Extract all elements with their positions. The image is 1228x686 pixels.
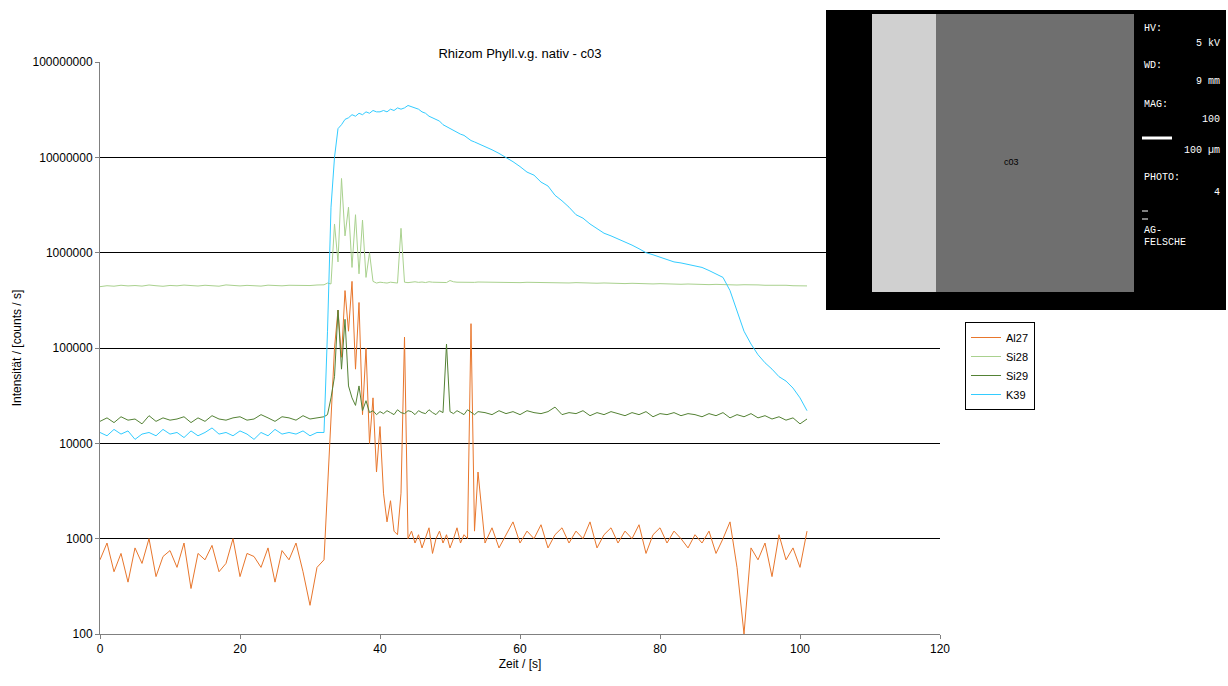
svg-text:WD:: WD: (1144, 60, 1162, 71)
svg-text:Zeit / [s]: Zeit / [s] (499, 657, 542, 671)
svg-text:1000: 1000 (66, 532, 93, 546)
svg-text:0: 0 (97, 642, 104, 656)
svg-text:40: 40 (373, 642, 387, 656)
svg-text:80: 80 (653, 642, 667, 656)
svg-text:60: 60 (513, 642, 527, 656)
svg-text:PHOTO:: PHOTO: (1144, 172, 1180, 183)
svg-text:9 mm: 9 mm (1196, 76, 1220, 87)
svg-text:10000: 10000 (59, 437, 93, 451)
svg-text:Al27: Al27 (1006, 332, 1028, 344)
svg-text:120: 120 (930, 642, 950, 656)
svg-text:100000000: 100000000 (33, 55, 93, 69)
svg-text:100: 100 (1202, 114, 1220, 125)
svg-text:HV:: HV: (1144, 23, 1162, 34)
svg-text:c03: c03 (1004, 157, 1019, 167)
svg-text:4: 4 (1214, 187, 1220, 198)
svg-text:100000: 100000 (53, 341, 93, 355)
svg-text:AG-: AG- (1144, 225, 1162, 236)
svg-text:FELSCHE: FELSCHE (1144, 237, 1186, 248)
svg-text:5 kV: 5 kV (1196, 38, 1220, 49)
svg-text:100: 100 (73, 627, 93, 641)
svg-text:MAG:: MAG: (1144, 99, 1168, 110)
svg-text:1000000: 1000000 (46, 246, 93, 260)
svg-text:Rhizom Phyll.v.g. nativ - c03: Rhizom Phyll.v.g. nativ - c03 (438, 46, 601, 61)
svg-text:Intensität / [counts / s]: Intensität / [counts / s] (10, 290, 24, 407)
svg-text:10000000: 10000000 (39, 151, 93, 165)
svg-text:Si28: Si28 (1006, 351, 1028, 363)
svg-text:20: 20 (233, 642, 247, 656)
svg-text:100 µm: 100 µm (1184, 145, 1220, 156)
svg-text:K39: K39 (1006, 389, 1026, 401)
svg-text:Si29: Si29 (1006, 370, 1028, 382)
svg-text:100: 100 (790, 642, 810, 656)
